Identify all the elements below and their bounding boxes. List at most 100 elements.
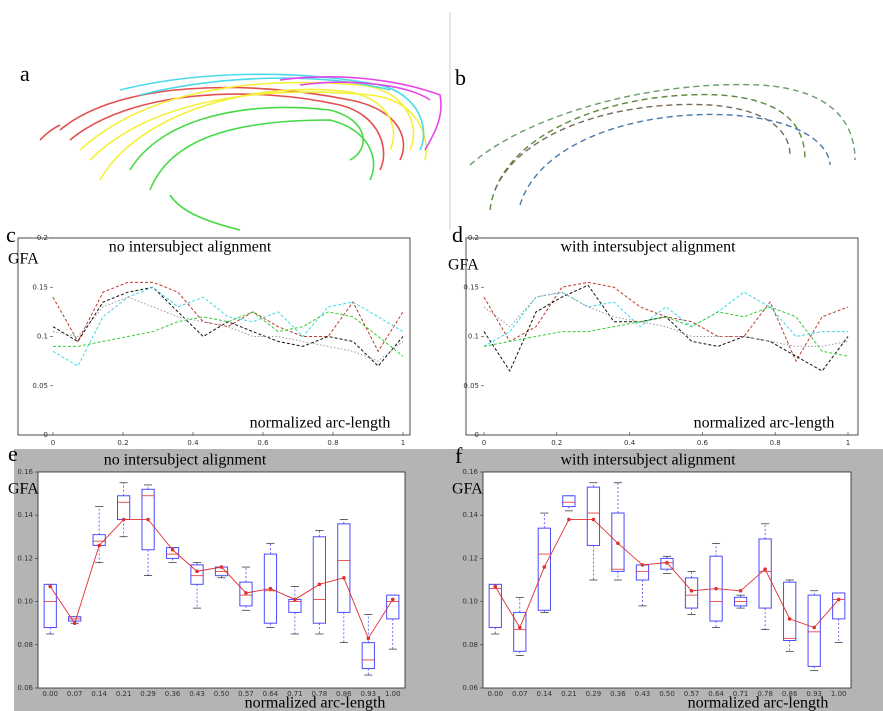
y-tick-label: 0.2 <box>37 234 48 242</box>
mean-dot <box>219 565 224 569</box>
x-tick-label: 0.64 <box>263 690 279 698</box>
chart-title: with intersubject alignment <box>560 239 736 256</box>
x-tick-label: 0.8 <box>770 439 781 447</box>
mean-dot <box>812 625 816 630</box>
y-tick-label: 0.15 <box>32 283 48 291</box>
panel-label: d <box>452 222 463 247</box>
plot-area <box>465 237 859 436</box>
mean-dot <box>787 617 792 621</box>
x-tick-label: 0.21 <box>116 690 132 698</box>
y-tick-label: 0.1 <box>37 333 48 341</box>
x-tick-label: 0.78 <box>757 690 773 698</box>
panel-label: c <box>6 222 16 247</box>
mean-dot <box>665 560 669 565</box>
panel-label: f <box>455 443 463 468</box>
box <box>684 577 699 609</box>
plot-area <box>37 471 406 689</box>
fiber-tract-image <box>39 73 442 231</box>
y-tick-label: 0 <box>475 431 479 439</box>
y-tick-label: 0.12 <box>462 554 478 562</box>
mean-dot <box>714 586 718 591</box>
mean-dot <box>72 621 77 625</box>
mean-dot <box>518 625 522 630</box>
box <box>190 564 204 585</box>
x-tick-label: 0 <box>482 439 486 447</box>
y-tick-label: 0.1 <box>468 333 479 341</box>
x-tick-label: 0.57 <box>684 690 700 698</box>
y-axis-label: GFA <box>452 481 483 498</box>
mean-dot <box>567 517 571 522</box>
mean-dot <box>616 541 620 546</box>
x-axis-label: normalized arc-length <box>250 415 391 432</box>
box <box>43 583 57 629</box>
x-tick-label: 0.86 <box>336 690 352 698</box>
x-tick-label: 0.00 <box>487 690 503 698</box>
y-tick-label: 0.10 <box>17 598 33 606</box>
y-tick-label: 0.08 <box>462 641 478 649</box>
panel-label: a <box>20 61 30 86</box>
x-axis-label: normalized arc-length <box>245 695 386 711</box>
mean-dot <box>195 569 199 574</box>
chart-title: with intersubject alignment <box>560 452 736 469</box>
mean-dot <box>640 563 645 567</box>
y-axis-label: GFA <box>8 251 39 268</box>
y-tick-label: 0.16 <box>462 468 478 476</box>
x-tick-label: 0.93 <box>361 690 377 698</box>
chart-title: no intersubject alignment <box>104 452 267 469</box>
x-axis-label: normalized arc-length <box>694 415 835 432</box>
box <box>361 642 375 670</box>
y-tick-label: 0.14 <box>17 511 33 519</box>
box <box>660 557 674 570</box>
mean-dot <box>836 597 841 602</box>
box <box>165 547 180 559</box>
mean-dot <box>542 565 547 569</box>
mean-dot <box>48 584 53 589</box>
box <box>783 581 797 641</box>
x-tick-label: 0.14 <box>537 690 553 698</box>
y-tick-label: 0.08 <box>17 641 33 649</box>
x-tick-label: 0.6 <box>697 439 709 447</box>
y-tick-label: 0.12 <box>17 554 33 562</box>
x-tick-label: 0.50 <box>214 690 230 698</box>
x-tick-label: 0.36 <box>610 690 626 698</box>
x-tick-label: 0.36 <box>165 690 181 698</box>
data-line <box>483 306 849 357</box>
box <box>312 536 326 624</box>
box <box>562 495 576 508</box>
x-tick-label: 1 <box>846 439 850 447</box>
x-tick-label: 0.43 <box>635 690 651 698</box>
mean-dot <box>366 636 371 641</box>
chart-title: no intersubject alignment <box>109 239 272 256</box>
data-line <box>52 286 404 367</box>
y-axis-label: GFA <box>8 481 39 498</box>
x-tick-label: 0.4 <box>624 439 636 447</box>
y-tick-label: 0 <box>44 431 48 439</box>
data-line <box>52 286 404 367</box>
box <box>386 594 400 620</box>
x-tick-label: 0.78 <box>312 690 328 698</box>
mean-dot <box>97 543 101 548</box>
x-tick-label: 0.64 <box>708 690 724 698</box>
mean-dot <box>244 591 248 595</box>
mean-dot <box>293 597 297 602</box>
plot-area <box>17 237 411 436</box>
x-tick-label: 0.43 <box>189 690 205 698</box>
mean-dot <box>390 597 395 602</box>
x-tick-label: 0.71 <box>287 690 303 698</box>
centroid-curves-image <box>469 83 856 211</box>
y-tick-label: 0.06 <box>17 684 33 692</box>
data-line <box>52 296 404 362</box>
box <box>537 527 551 611</box>
panel-label: b <box>455 65 466 90</box>
mean-dot <box>689 589 694 593</box>
x-tick-label: 0.71 <box>733 690 749 698</box>
box <box>337 523 351 613</box>
box <box>611 512 625 572</box>
y-tick-label: 0.14 <box>462 511 478 519</box>
box <box>513 611 527 652</box>
mean-dot <box>146 517 150 522</box>
x-tick-label: 0.21 <box>561 690 577 698</box>
x-tick-label: 0.50 <box>659 690 675 698</box>
x-tick-label: 1 <box>401 439 405 447</box>
